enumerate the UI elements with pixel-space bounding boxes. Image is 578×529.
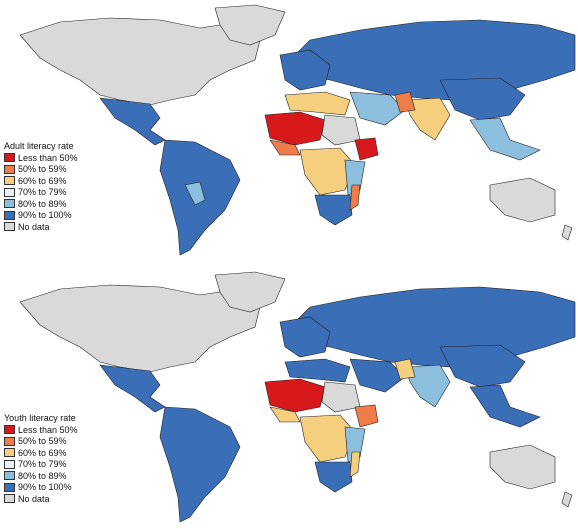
adult-legend: Adult literacy rate Less than 50% 50% to … bbox=[4, 141, 78, 233]
region-south-america bbox=[159, 406, 241, 523]
legend-item: Less than 50% bbox=[4, 424, 78, 436]
region-india bbox=[404, 364, 451, 408]
legend-item: 70% to 79% bbox=[4, 459, 78, 471]
legend-swatch bbox=[4, 494, 15, 504]
region-bolivia-paraguay bbox=[184, 181, 206, 206]
region-new-zealand bbox=[561, 491, 573, 508]
legend-item: No data bbox=[4, 493, 78, 505]
region-india bbox=[404, 97, 451, 141]
region-west-africa-coast bbox=[269, 139, 301, 156]
legend-label: 80% to 89% bbox=[18, 470, 67, 481]
region-west-africa-coast bbox=[269, 406, 301, 423]
legend-swatch bbox=[4, 176, 15, 186]
region-russia-eurasia bbox=[289, 286, 576, 368]
legend-item: 90% to 100% bbox=[4, 482, 78, 494]
region-middle-east bbox=[349, 358, 406, 393]
legend-label: 50% to 59% bbox=[18, 436, 67, 447]
adult-legend-rows: Less than 50% 50% to 59% 60% to 69% 70% to … bbox=[4, 152, 78, 233]
legend-label: No data bbox=[18, 221, 50, 232]
region-north-america bbox=[19, 284, 261, 373]
legend-item: 80% to 89% bbox=[4, 198, 78, 210]
adult-legend-title: Adult literacy rate bbox=[4, 141, 74, 151]
region-sudan bbox=[321, 381, 361, 413]
adult-literacy-map: Adult literacy rate Less than 50% 50% to … bbox=[0, 0, 578, 262]
legend-swatch bbox=[4, 436, 15, 446]
region-australia bbox=[489, 177, 556, 223]
legend-swatch bbox=[4, 187, 15, 197]
legend-swatch bbox=[4, 448, 15, 458]
legend-swatch bbox=[4, 482, 15, 492]
region-ethiopia bbox=[354, 137, 379, 161]
region-west-africa bbox=[264, 378, 326, 413]
legend-item: 90% to 100% bbox=[4, 210, 78, 222]
legend-item: 80% to 89% bbox=[4, 470, 78, 482]
region-southeast-asia bbox=[469, 384, 541, 428]
youth-legend-title: Youth literacy rate bbox=[4, 413, 76, 423]
legend-item: 70% to 79% bbox=[4, 187, 78, 199]
region-north-africa bbox=[284, 91, 351, 116]
region-mozambique-madagascar bbox=[349, 451, 361, 478]
legend-item: 50% to 59% bbox=[4, 436, 78, 448]
legend-label: Less than 50% bbox=[18, 152, 78, 163]
region-southern-africa bbox=[314, 461, 353, 493]
region-central-africa bbox=[299, 147, 356, 196]
legend-item: Less than 50% bbox=[4, 152, 78, 164]
legend-swatch bbox=[4, 471, 15, 481]
region-central-africa bbox=[299, 414, 356, 463]
region-europe bbox=[279, 49, 331, 91]
region-north-africa bbox=[284, 358, 351, 383]
legend-label: 60% to 69% bbox=[18, 447, 67, 458]
region-china bbox=[439, 344, 526, 388]
region-sudan bbox=[321, 114, 361, 146]
region-greenland bbox=[214, 271, 286, 313]
legend-swatch bbox=[4, 164, 15, 174]
region-pakistan-afghanistan bbox=[394, 91, 416, 113]
legend-swatch bbox=[4, 153, 15, 163]
adult-literacy-map-svg bbox=[19, 4, 576, 256]
region-russia-eurasia bbox=[289, 19, 576, 101]
legend-label: 80% to 89% bbox=[18, 198, 67, 209]
legend-label: 70% to 79% bbox=[18, 459, 67, 470]
legend-item: 60% to 69% bbox=[4, 447, 78, 459]
region-west-africa bbox=[264, 111, 326, 146]
region-greenland bbox=[214, 4, 286, 46]
region-southern-africa bbox=[314, 194, 353, 226]
region-australia bbox=[489, 444, 556, 490]
legend-label: 60% to 69% bbox=[18, 175, 67, 186]
youth-legend-rows: Less than 50% 50% to 59% 60% to 69% 70% to … bbox=[4, 424, 78, 505]
legend-swatch bbox=[4, 210, 15, 220]
legend-label: No data bbox=[18, 493, 50, 504]
youth-literacy-map-svg bbox=[19, 271, 576, 523]
region-mozambique-madagascar bbox=[349, 184, 361, 211]
legend-swatch bbox=[4, 222, 15, 232]
legend-item: 50% to 59% bbox=[4, 164, 78, 176]
legend-item: No data bbox=[4, 221, 78, 233]
legend-swatch bbox=[4, 199, 15, 209]
legend-label: 90% to 100% bbox=[18, 210, 72, 221]
legend-label: 90% to 100% bbox=[18, 482, 72, 493]
legend-label: 50% to 59% bbox=[18, 164, 67, 175]
region-pakistan-afghanistan bbox=[394, 358, 416, 380]
legend-swatch bbox=[4, 459, 15, 469]
region-middle-east bbox=[349, 91, 406, 126]
youth-legend: Youth literacy rate Less than 50% 50% to … bbox=[4, 413, 78, 505]
legend-label: 70% to 79% bbox=[18, 187, 67, 198]
region-mexico-central-america bbox=[99, 364, 166, 413]
youth-literacy-map: Youth literacy rate Less than 50% 50% to … bbox=[0, 267, 578, 529]
panel-separator bbox=[0, 263, 578, 266]
region-china bbox=[439, 77, 526, 121]
legend-item: 60% to 69% bbox=[4, 175, 78, 187]
legend-label: Less than 50% bbox=[18, 424, 78, 435]
region-north-america bbox=[19, 17, 261, 106]
region-ethiopia bbox=[354, 404, 379, 428]
region-mexico-central-america bbox=[99, 97, 166, 146]
legend-swatch bbox=[4, 425, 15, 435]
region-new-zealand bbox=[561, 224, 573, 241]
region-southeast-asia bbox=[469, 117, 541, 161]
region-europe bbox=[279, 316, 331, 358]
